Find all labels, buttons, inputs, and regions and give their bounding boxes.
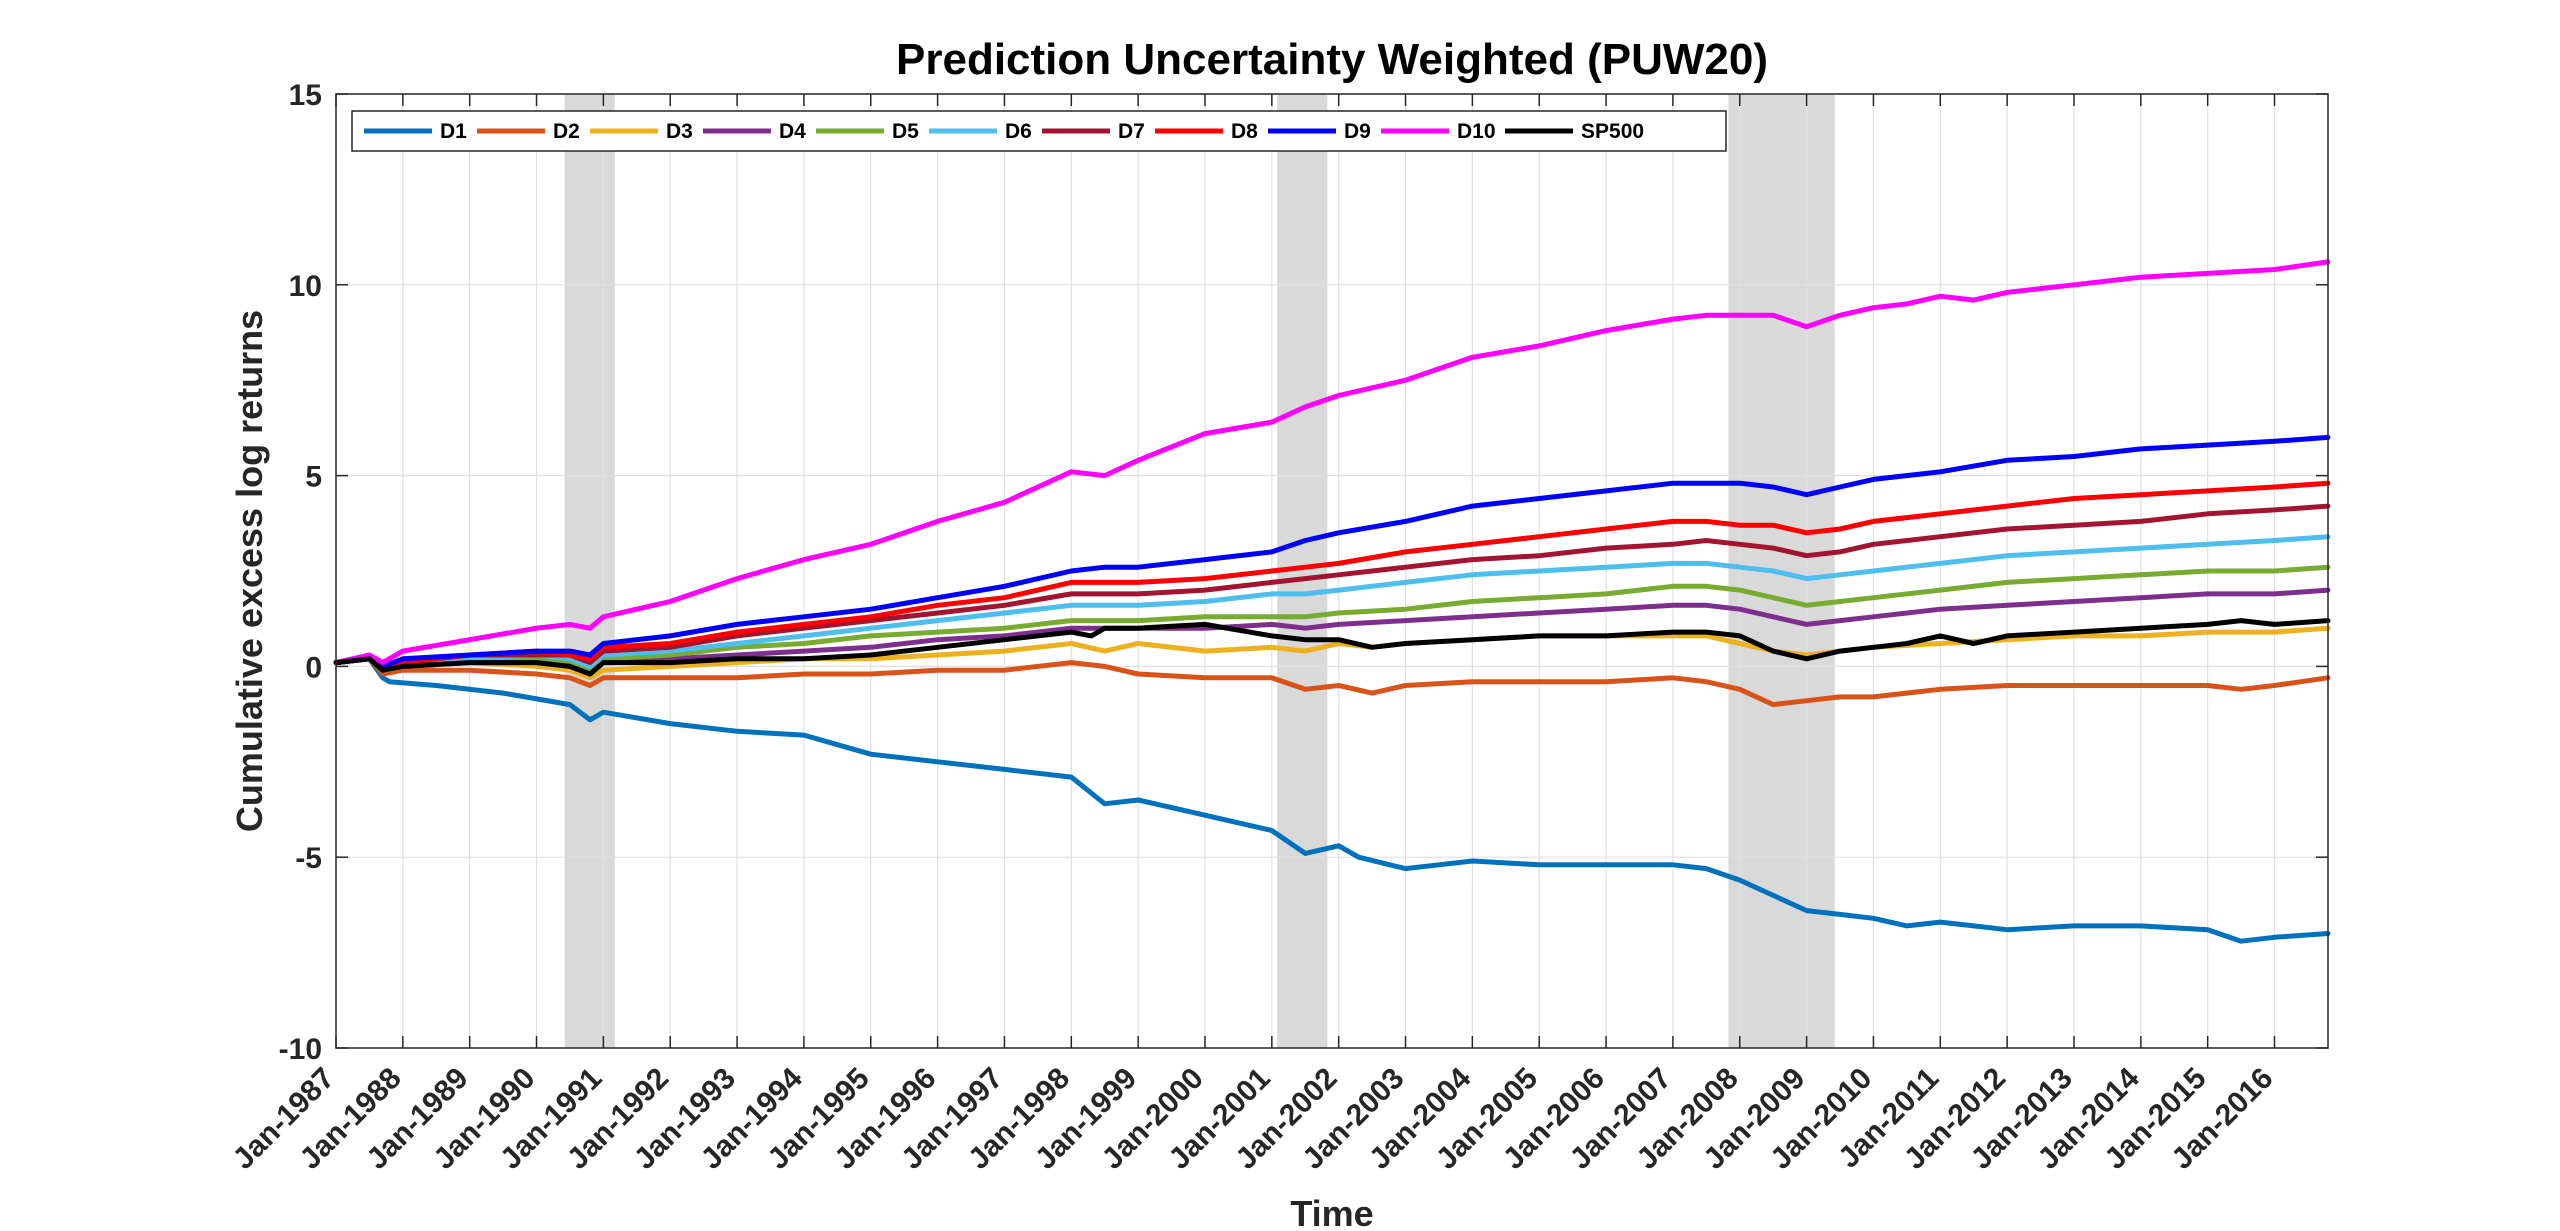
recession-bands (564, 94, 1835, 1048)
legend-label-d10: D10 (1457, 120, 1496, 143)
y-tick-label: -10 (279, 1033, 322, 1066)
legend: D1 D2 D3 D4 D5 D6 D7 D8 D9 D10 SP500 (351, 110, 1727, 152)
x-axis-label: Time (1290, 1193, 1373, 1231)
series-line-d5 (333, 564, 2331, 673)
legend-label-d7: D7 (1118, 120, 1145, 143)
legend-label-d2: D2 (553, 120, 580, 143)
series-lines (333, 259, 2331, 944)
series-line-d1 (333, 656, 2331, 944)
series-line-sp500 (333, 618, 2331, 677)
y-axis-label: Cumulative excess log returns (229, 310, 270, 832)
y-axis: -10 -5 0 5 10 15 (279, 79, 2328, 1066)
y-tick-label: 5 (305, 461, 322, 494)
recession-band (564, 94, 615, 1048)
series-line-d10 (333, 259, 2331, 666)
y-tick-label: -5 (295, 842, 322, 875)
y-tick-label: 0 (305, 651, 322, 684)
plot-area (336, 94, 2328, 1048)
series-line-d2 (333, 656, 2331, 708)
y-tick-label: 10 (289, 270, 322, 303)
series-line-d8 (333, 480, 2331, 669)
legend-label-d1: D1 (440, 120, 467, 143)
legend-label-d5: D5 (892, 120, 919, 143)
legend-label-d4: D4 (779, 120, 806, 143)
series-line-d9 (333, 434, 2331, 669)
chart-title: Prediction Uncertainty Weighted (PUW20) (896, 35, 1768, 84)
legend-label-d6: D6 (1005, 120, 1032, 143)
y-tick-label: 15 (289, 79, 322, 112)
legend-label-d3: D3 (666, 120, 693, 143)
plot-frame (335, 93, 2329, 1049)
legend-box (351, 110, 1727, 152)
legend-label-d9: D9 (1344, 120, 1371, 143)
legend-label-d8: D8 (1231, 120, 1258, 143)
series-line-d6 (333, 534, 2331, 669)
legend-label-sp500: SP500 (1581, 120, 1644, 143)
